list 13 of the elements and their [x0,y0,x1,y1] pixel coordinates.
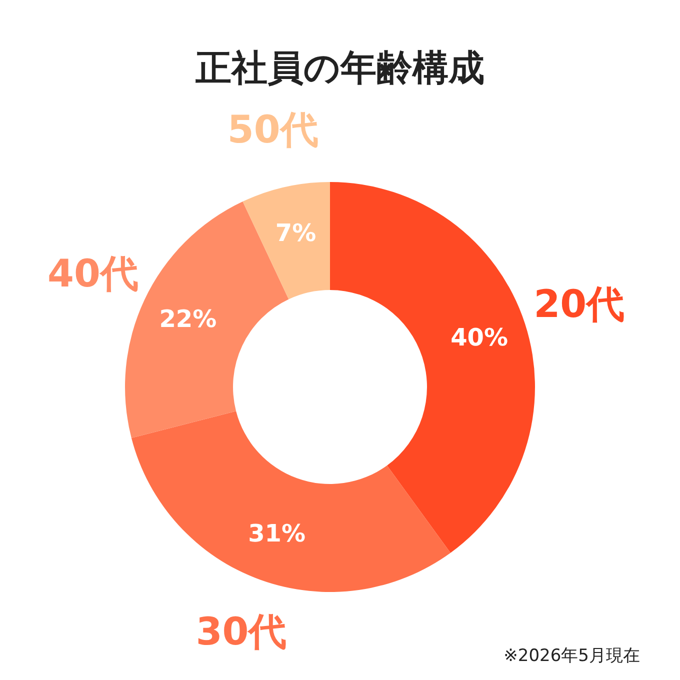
chart-title: 正社員の年齢構成 [196,48,484,89]
slice-label: 30代 [196,610,287,654]
slice-label: 50代 [227,107,318,152]
data-label: 7% [275,218,316,247]
data-label: 40% [450,323,508,352]
slice-label: 40代 [47,251,138,296]
text: ※2026年5月現在 [504,646,640,666]
data-label: 31% [248,520,306,548]
slice-label: 20代 [534,282,625,326]
data-label: 22% [159,305,217,334]
donut-slice [330,182,535,553]
donut-slice [242,182,330,300]
donut-slice [131,411,450,592]
